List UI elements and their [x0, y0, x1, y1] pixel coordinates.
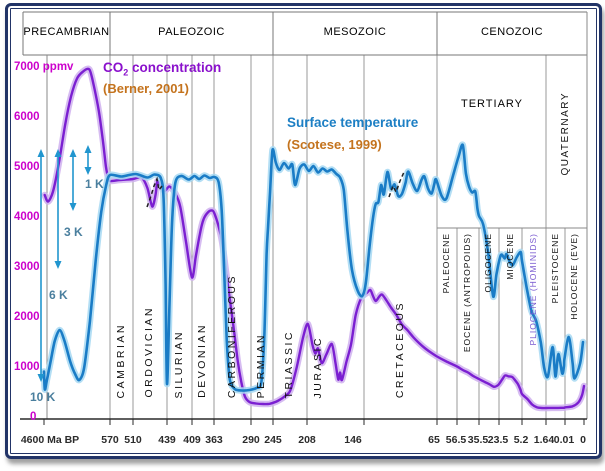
y-axis-tick-label: 4000 — [14, 211, 40, 223]
x-axis-tick-label: 570 — [101, 434, 119, 446]
k-scale-label: 10 K — [30, 390, 56, 404]
period-label: JURASIC — [311, 335, 324, 398]
legend-co2-sub: 2 — [123, 67, 129, 78]
x-axis-tick-label: 208 — [298, 434, 316, 446]
epoch-label: PALEOCENE — [441, 233, 451, 294]
k-scale-arrowhead-up — [54, 149, 62, 157]
k-scale-arrowhead-down — [54, 261, 62, 269]
x-axis-tick-label: 65 — [428, 434, 440, 446]
k-scale-arrowhead-up — [84, 145, 92, 153]
era-label: MESOZOIC — [323, 26, 387, 38]
legend-co2-title: CO2 concentration — [103, 60, 221, 78]
quaternary-label: QUATERNARY — [560, 92, 571, 176]
k-scale-label: 3 K — [64, 225, 83, 239]
co2-curve — [43, 67, 586, 410]
x-axis-tick-label: 290 — [242, 434, 260, 446]
x-axis-tick-label: 5.2 — [513, 434, 529, 446]
k-scale-arrowhead-up — [37, 149, 45, 157]
k-scale-label: 1 K — [85, 177, 104, 191]
legend-co2-post: concentration — [128, 60, 222, 75]
x-axis-tick-label: 56.5 — [445, 434, 467, 446]
k-scale-arrowhead-down — [69, 203, 77, 211]
x-axis-tick-label: 0 — [580, 434, 586, 446]
period-label: CARBONIFEROUS — [225, 273, 238, 398]
k-scale-arrowhead-up — [69, 149, 77, 157]
k-scale-arrowhead-down — [37, 374, 45, 382]
temperature-curve — [42, 143, 585, 392]
x-axis-tick-label: 245 — [264, 434, 282, 446]
epoch-label: MIOCENE — [504, 233, 515, 280]
period-label: TRIASSIC — [283, 329, 295, 398]
period-label: PERMIAN — [255, 332, 267, 398]
epoch-label: OLIGOCENE — [483, 233, 493, 293]
y-axis-tick-label: 3000 — [14, 261, 40, 273]
period-label: CRETACEOUS — [393, 300, 406, 398]
x-axis-tick-label: 510 — [124, 434, 142, 446]
legend-co2-pre: CO — [103, 60, 124, 75]
x-axis-tick-label: 439 — [158, 434, 176, 446]
epoch-label: PLEISTOCENE — [549, 233, 560, 304]
y-axis-tick-label: 1000 — [14, 361, 40, 373]
legend-temperature-title: Surface temperature — [287, 115, 419, 130]
period-label: ORDOVICIAN — [143, 306, 155, 398]
y-axis-tick-label: 2000 — [14, 311, 40, 323]
epoch-label: EOCENE (ANTROPOIDS) — [462, 233, 472, 353]
k-scale-arrowhead-down — [84, 167, 92, 175]
y-axis-tick-label: 7000 ppmv — [14, 61, 74, 73]
y-axis-tick-label: 6000 — [14, 111, 40, 123]
tertiary-label: TERTIARY — [461, 98, 523, 110]
x-axis-tick-label: 409 — [183, 434, 201, 446]
dashed-curve-segment — [388, 171, 405, 198]
x-axis-tick-label: 0.01 — [553, 434, 575, 446]
period-label: DEVONIAN — [196, 323, 208, 398]
epoch-label: HOLOCENE (EVE) — [568, 233, 579, 320]
y-axis-tick-label: 0 — [30, 411, 37, 423]
x-axis-tick-label: 23.5 — [487, 434, 509, 446]
y-axis-tick-label: 5000 — [14, 161, 40, 173]
era-label: PALEOZOIC — [158, 26, 225, 38]
epoch-label: PLIOCENE (HOMINIDS) — [528, 233, 538, 346]
era-label: CENOZOIC — [480, 26, 544, 38]
x-axis-tick-label: 363 — [205, 434, 223, 446]
legend-co2-source: (Berner, 2001) — [103, 81, 189, 96]
era-label: PRECAMBRIAN — [23, 26, 110, 38]
period-label: CAMBRIAN — [114, 322, 127, 398]
k-scale-label: 6 K — [49, 288, 68, 302]
dashed-curve-segment — [146, 176, 163, 208]
x-axis-tick-label: 1.64 — [533, 434, 555, 446]
x-axis-tick-label: 35.5 — [467, 434, 489, 446]
period-label: SILURIAN — [172, 329, 185, 398]
x-axis-tick-label: 4600 Ma BP — [20, 434, 80, 446]
legend-temperature-source: (Scotese, 1999) — [287, 137, 382, 152]
x-axis-tick-label: 146 — [344, 434, 362, 446]
